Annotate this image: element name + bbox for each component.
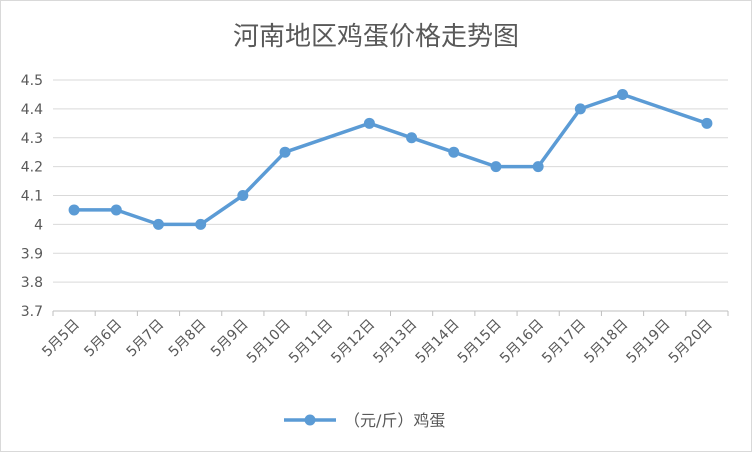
data-point [363, 117, 375, 129]
legend-label: （元/斤）鸡蛋 [344, 411, 445, 430]
x-tick-label: 5月6日 [81, 317, 125, 361]
x-axis: 5月5日5月6日5月7日5月8日5月9日5月10日5月11日5月12日5月13日… [39, 310, 729, 367]
data-point [574, 103, 586, 115]
x-tick-label: 5月10日 [244, 317, 294, 367]
data-point [237, 190, 249, 201]
x-tick-label: 5月12日 [328, 317, 378, 367]
y-tick-label: 3.8 [21, 275, 43, 291]
series-line-0 [72, 92, 709, 227]
x-tick-label: 5月16日 [497, 317, 547, 367]
y-axis: 3.7 3.8 3.9 4 4.1 4.2 4.3 4.4 4.5 [21, 73, 43, 320]
chart-title: 河南地区鸡蛋价格走势图 [233, 22, 519, 52]
legend: （元/斤）鸡蛋 [284, 411, 445, 430]
data-point [195, 218, 207, 230]
data-point [448, 146, 460, 158]
y-tick-label: 4.1 [21, 189, 43, 205]
x-tick-label: 5月14日 [413, 317, 463, 367]
x-tick-label: 5月13日 [370, 317, 420, 367]
y-tick-label: 3.7 [21, 304, 43, 320]
series-layer [68, 88, 713, 230]
x-tick-label: 5月7日 [124, 317, 168, 361]
data-point [68, 204, 80, 216]
x-tick-label: 5月17日 [539, 317, 589, 367]
x-tick-label: 5月5日 [39, 317, 83, 361]
data-point [490, 161, 502, 173]
x-tick-label: 5月18日 [581, 317, 631, 367]
x-tick-label: 5月20日 [666, 317, 716, 367]
x-tick-label: 5月11日 [286, 317, 336, 367]
x-tick-label: 5月8日 [166, 317, 210, 361]
data-point [532, 161, 544, 173]
y-tick-label: 4 [34, 217, 43, 233]
data-point [152, 218, 164, 230]
data-point [701, 117, 713, 129]
legend-marker-swatch [304, 414, 316, 426]
y-tick-label: 4.2 [21, 160, 43, 176]
y-tick-label: 3.9 [21, 246, 43, 262]
data-point [406, 132, 418, 144]
data-point [279, 146, 291, 158]
y-tick-label: 4.4 [21, 102, 43, 118]
x-tick-label: 5月19日 [624, 317, 674, 367]
x-tick-label: 5月15日 [455, 317, 505, 367]
y-tick-label: 4.3 [21, 131, 43, 147]
gridlines [53, 79, 728, 312]
data-point [617, 88, 629, 100]
data-point [110, 204, 122, 216]
y-tick-label: 4.5 [21, 73, 43, 89]
